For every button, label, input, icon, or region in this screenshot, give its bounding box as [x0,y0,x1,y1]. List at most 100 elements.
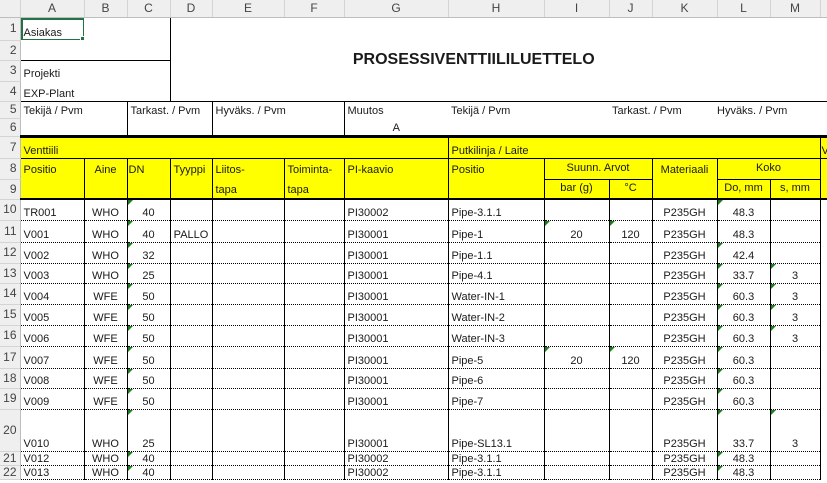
cell-a1-asiakas[interactable]: Asiakas [20,17,84,40]
cell-j11[interactable]: 120 [609,220,653,243]
cell-l11[interactable]: 48.3 [717,220,771,243]
col-dn[interactable]: DN [127,158,171,200]
cell-c19[interactable]: 50 [127,388,171,410]
cell-b21[interactable]: WHO [84,451,128,466]
cell-j13[interactable] [609,263,653,284]
cell-h21[interactable]: Pipe-3.1.1 [448,451,545,466]
cell-tekija-2[interactable]: Tekijä / Pvm [448,100,609,118]
col-do[interactable]: Do, mm [717,179,771,200]
cell-a18[interactable]: V008 [20,368,85,389]
section-cut[interactable]: V [820,136,827,159]
col-materiaali[interactable]: Materiaali [652,158,718,200]
cell-h13[interactable]: Pipe-4.1 [448,263,545,284]
column-header[interactable]: H [448,0,545,18]
cell-j18[interactable] [609,368,653,389]
cell-b11[interactable]: WHO [84,220,128,243]
cell-m15[interactable]: 3 [770,304,821,326]
cell-n11[interactable] [820,220,827,242]
cell-a15[interactable]: V005 [20,304,85,326]
col-n[interactable] [820,158,827,200]
column-header[interactable]: B [84,0,128,18]
cell-h14[interactable]: Water-IN-1 [448,283,545,305]
cell-k20[interactable]: P235GH [652,409,718,452]
cell-a2[interactable] [20,40,171,61]
cell-m11[interactable] [770,220,821,243]
cell-m19[interactable] [770,388,821,410]
cell-e18[interactable] [212,368,285,389]
cell-e13[interactable] [212,263,285,284]
cell-a12[interactable]: V002 [20,242,85,264]
row-header[interactable]: 3 [0,60,21,82]
cell-d16[interactable] [170,325,213,347]
column-header[interactable]: A [20,0,85,18]
cell-k16[interactable]: P235GH [652,325,718,347]
row-header[interactable]: 2 [0,40,21,61]
cell-j14[interactable] [609,283,653,305]
col-aine[interactable]: Aine [84,158,128,200]
cell-e11[interactable] [212,220,285,243]
column-header[interactable]: I [544,0,610,18]
cell-b20[interactable]: WHO [84,409,128,452]
cell-b17[interactable]: WFE [84,346,128,369]
cell-n12[interactable] [820,242,827,263]
cell-l18[interactable]: 60.3 [717,368,771,389]
cell-n10[interactable] [820,199,827,220]
row-header[interactable]: 13 [0,263,21,284]
column-header[interactable]: J [609,0,653,18]
cell-n21[interactable] [820,451,827,465]
cell-c15[interactable]: 50 [127,304,171,326]
col-positio[interactable]: Positio [20,158,85,200]
column-header[interactable]: M [770,0,821,18]
row-header[interactable]: 11 [0,220,21,243]
row-header[interactable]: 5 [0,101,21,119]
cell-k18[interactable]: P235GH [652,368,718,389]
row-header[interactable]: 1 [0,17,21,41]
column-header[interactable]: L [717,0,771,18]
cell-m22[interactable] [770,465,821,480]
cell-g13[interactable]: PI30001 [344,263,449,284]
cell-b18[interactable]: WFE [84,368,128,389]
cell-a4-project-name[interactable]: EXP-Plant [20,81,171,102]
cell-d17[interactable] [170,346,213,369]
cell-l21[interactable]: 48.3 [717,451,771,466]
cell-c22[interactable]: 40 [127,465,171,480]
cell-d12[interactable] [170,242,213,264]
col-toimintatapa[interactable]: Toiminta-tapa [284,158,345,200]
cell-g12[interactable]: PI30001 [344,242,449,264]
cell-e12[interactable] [212,242,285,264]
cell-i20[interactable] [544,409,610,452]
cell-h11[interactable]: Pipe-1 [448,220,545,243]
cell-d19[interactable] [170,388,213,410]
cell-b14[interactable]: WFE [84,283,128,305]
cell-f20[interactable] [284,409,345,452]
cell-e16[interactable] [212,325,285,347]
cell-l13[interactable]: 33.7 [717,263,771,284]
cell-k19[interactable]: P235GH [652,388,718,410]
column-header[interactable]: D [170,0,213,18]
fill-handle[interactable] [80,36,84,40]
cell-d11[interactable]: PALLO [170,220,213,243]
cell-b15[interactable]: WFE [84,304,128,326]
col-pi-kaavio[interactable]: PI-kaavio [344,158,449,200]
column-header[interactable]: G [344,0,449,18]
row-header[interactable]: 12 [0,242,21,264]
col-liitostapa[interactable]: Liitos-tapa [212,158,285,200]
cell-revision[interactable]: A [344,118,448,138]
cell-j10[interactable] [609,199,653,221]
cell-n22[interactable] [820,465,827,479]
cell-f18[interactable] [284,368,345,389]
cell-m21[interactable] [770,451,821,466]
cell-hyvaks-2[interactable]: Hyväks. / Pvm [717,100,827,118]
cell-e21[interactable] [212,451,285,466]
cell-i19[interactable] [544,388,610,410]
cell-g10[interactable]: PI30002 [344,199,449,221]
cell-a13[interactable]: V003 [20,263,85,284]
col-suunn-arvot[interactable]: Suunn. Arvot [544,158,653,180]
col-koko[interactable]: Koko [717,158,821,180]
cell-e14[interactable] [212,283,285,305]
cell-a17[interactable]: V007 [20,346,85,369]
cell-l12[interactable]: 42.4 [717,242,771,264]
cell-i10[interactable] [544,199,610,221]
cell-i22[interactable] [544,465,610,480]
cell-i12[interactable] [544,242,610,264]
